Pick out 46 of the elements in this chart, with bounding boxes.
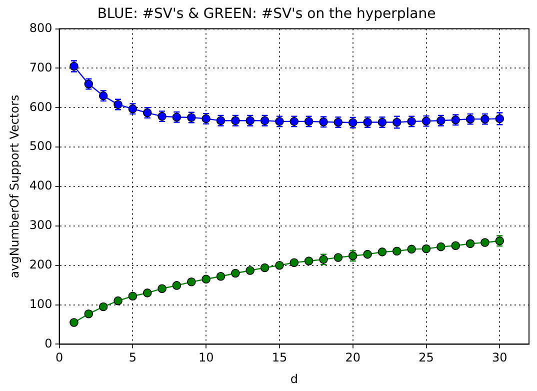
point <box>290 258 299 267</box>
y-tick-label: 400 <box>29 178 52 193</box>
point <box>98 302 108 312</box>
point <box>114 296 122 306</box>
x-tick-label: 10 <box>198 350 214 365</box>
point <box>216 272 226 281</box>
point <box>451 241 460 250</box>
point <box>187 278 196 286</box>
x-tick-label: 0 <box>55 350 64 365</box>
point <box>275 260 284 270</box>
point <box>422 244 431 254</box>
point <box>407 244 416 254</box>
x-tick-label: 25 <box>418 350 434 365</box>
y-tick-label: 300 <box>29 218 52 232</box>
point <box>70 318 78 327</box>
y-tick-label: 800 <box>29 20 52 35</box>
x-tick-label: 20 <box>345 350 361 365</box>
point <box>142 288 152 298</box>
y-axis-title: avgNumberOf Support Vectors <box>7 94 22 278</box>
point <box>304 256 314 266</box>
y-tick-label: 0 <box>44 336 52 350</box>
y-tick-label: 600 <box>29 100 52 114</box>
point <box>128 292 138 300</box>
point <box>260 263 270 272</box>
point <box>363 250 372 259</box>
point <box>378 248 387 256</box>
x-tick-label: 30 <box>492 350 508 365</box>
point <box>246 266 255 275</box>
y-tick-label: 700 <box>29 60 52 74</box>
point <box>480 238 490 247</box>
x-tick-label: 5 <box>128 350 137 365</box>
chart-title: BLUE: #SV's & GREEN: #SV's on the hyperplane <box>97 6 436 22</box>
y-tick-label: 100 <box>29 296 52 311</box>
point <box>172 281 182 290</box>
y-tick-label: 200 <box>29 257 52 272</box>
point <box>84 309 94 318</box>
point <box>231 268 240 278</box>
y-tick-label: 500 <box>29 139 52 154</box>
x-axis-title: d <box>290 372 298 386</box>
point <box>392 246 402 256</box>
point <box>436 242 446 252</box>
x-tick-label: 15 <box>272 350 288 365</box>
point <box>466 239 475 248</box>
point <box>334 253 343 262</box>
point <box>202 274 210 284</box>
point <box>158 284 166 294</box>
